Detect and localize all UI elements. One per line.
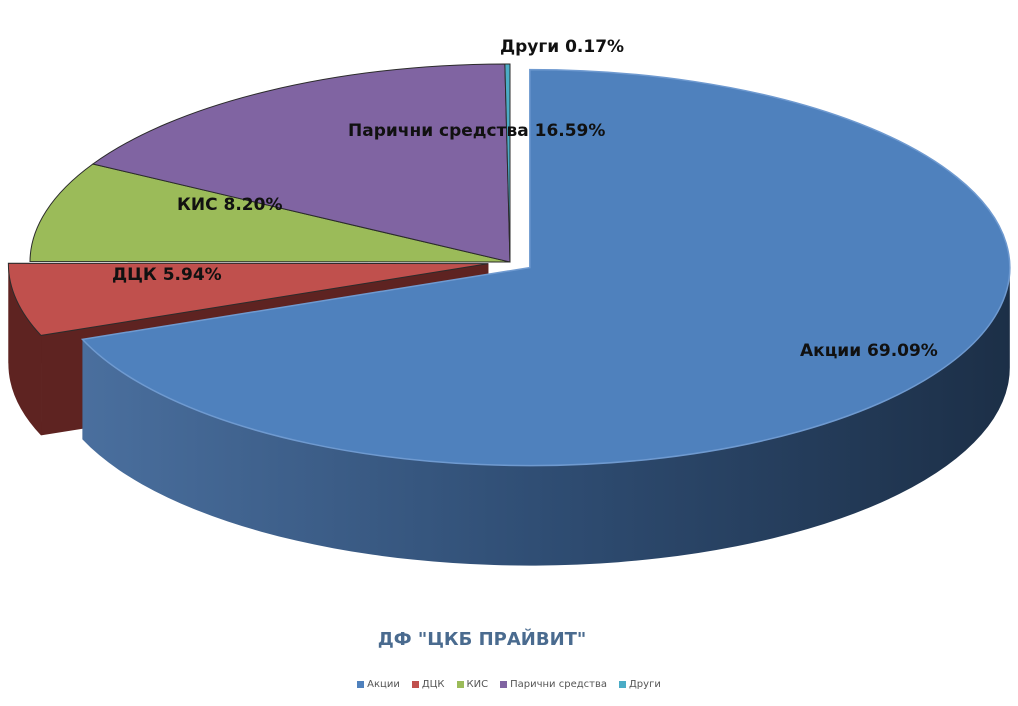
- pie-slice-КИС: [29, 163, 511, 263]
- legend-swatch: [456, 681, 464, 688]
- pie-slice-ДЦК: [7, 262, 489, 336]
- slice-label-КИС: КИС 8.20%: [177, 195, 283, 215]
- chart-legend: Акции ДЦК КИС Парични средства Други: [0, 679, 1018, 690]
- legend-label: ДЦК: [421, 679, 445, 690]
- pie-slice-Парични средства: [91, 63, 511, 263]
- pie-tops: [7, 63, 1011, 467]
- legend-swatch: [618, 681, 626, 688]
- legend-swatch: [411, 681, 419, 688]
- legend-item-КИС: КИС: [456, 679, 489, 690]
- legend-label: Акции: [367, 679, 400, 690]
- chart-title: ДФ "ЦКБ ПРАЙВИТ": [378, 628, 587, 650]
- pie-labels: Акции 69.09% ДЦК 5.94% КИС 8.20% Парични ср…: [112, 37, 938, 361]
- legend-item-Акции: Акции: [357, 679, 400, 690]
- legend-label: Други: [628, 679, 661, 690]
- legend-label: КИС: [466, 679, 489, 690]
- legend-item-ДЦК: ДЦК: [411, 679, 445, 690]
- pie-slice-Акции: [80, 68, 1011, 467]
- pie-slice-Други: [504, 63, 511, 263]
- legend-item-Други: Други: [618, 679, 661, 690]
- legend-swatch: [357, 681, 365, 688]
- legend-item-Парични средства: Парични средства: [500, 679, 607, 690]
- slice-label-ДЦК: ДЦК 5.94%: [112, 265, 222, 285]
- legend-swatch: [500, 681, 508, 688]
- pie-side-ДЦК: [8, 263, 42, 436]
- pie-side-Акции: [82, 267, 1010, 566]
- slice-label-Други: Други 0.17%: [500, 37, 624, 57]
- slice-label-Парични средства: Парични средства 16.59%: [348, 121, 605, 141]
- legend-label: Парични средства: [510, 679, 607, 690]
- slice-label-Акции: Акции 69.09%: [800, 341, 938, 361]
